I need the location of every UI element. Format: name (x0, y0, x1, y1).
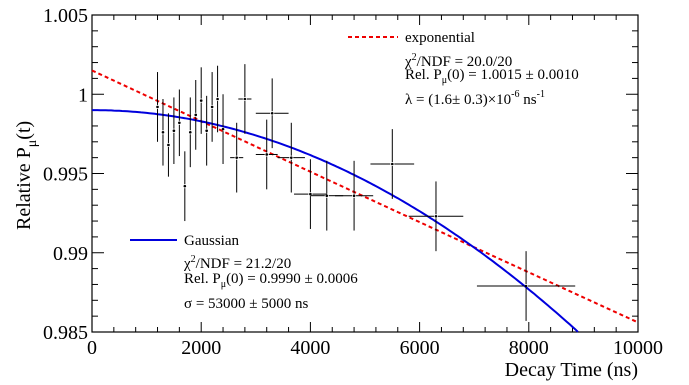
legend-exponential-chi2-sup: 2 (412, 52, 417, 63)
legend-gaussian-p0-tail: (0) = 0.9990 ± 0.0006 (226, 271, 358, 287)
legend-exponential-p0-tail: (0) = 1.0015 ± 0.0010 (447, 67, 579, 83)
legend-exponential-lambda-tail: ns (520, 92, 537, 108)
legend-gaussian-label: Gaussian (184, 233, 239, 249)
legend-gaussian-chi2-sup: 2 (191, 254, 196, 265)
y-tick-label: 0.985 (43, 322, 88, 344)
data-marker (216, 97, 219, 101)
data-marker (205, 129, 208, 133)
data-point (183, 151, 187, 222)
y-tick-label: 0.99 (53, 243, 88, 265)
data-marker (210, 105, 214, 109)
data-point (194, 79, 198, 150)
x-tick-labels: 0 2000 4000 6000 8000 10000 (87, 337, 663, 359)
legend-exponential-lambda-sup: -6 (511, 89, 519, 100)
legend-exponential-label: exponential (405, 30, 475, 46)
legend-exponential: exponential χ2/NDF = 20.0/20 Rel. Pμ(0) … (348, 30, 579, 108)
data-marker (161, 130, 165, 134)
data-marker (434, 214, 438, 218)
legend-exponential-p0: Rel. Pμ(0) = 1.0015 ± 0.0010 (405, 67, 579, 86)
legend-exponential-chi2: χ2/NDF = 20.0/20 (404, 52, 512, 70)
legend-exponential-lambda: λ = (1.6± 0.3)×10-6 ns-1 (405, 89, 545, 108)
y-tick-label: 0.995 (43, 164, 88, 186)
data-point (178, 89, 181, 157)
legend-exponential-p0-main: Rel. P (405, 67, 442, 83)
fit-curves (91, 69, 639, 333)
data-marker (325, 194, 329, 197)
legend-gaussian-sigma: σ = 53000 ± 5000 ns (184, 296, 309, 312)
x-tick-label: 6000 (400, 337, 440, 359)
data-marker (194, 113, 198, 117)
data-point (199, 67, 203, 134)
x-tick-label: 10000 (613, 337, 663, 359)
data-marker (199, 99, 203, 102)
legend-gaussian-chi2-main: χ (183, 256, 191, 272)
legend-gaussian-p0-main: Rel. P (184, 271, 221, 287)
fit-curve-exponential (91, 69, 639, 324)
data-point (476, 251, 576, 321)
data-marker (352, 194, 356, 197)
y-axis-title-tail: (t) (13, 121, 35, 140)
data-marker (183, 184, 187, 188)
y-tick-labels: 0.985 0.99 0.995 1 1.005 (43, 5, 88, 344)
data-point (167, 113, 170, 177)
data-point (210, 72, 214, 142)
y-axis-title-sub: μ (25, 140, 40, 148)
data-point (172, 97, 176, 164)
legend-exponential-chi2-main: χ (404, 54, 412, 70)
legend-gaussian-p0: Rel. Pμ(0) = 0.9990 ± 0.0006 (184, 271, 358, 290)
x-tick-label: 2000 (181, 337, 221, 359)
fit-curve-gaussian (92, 109, 579, 333)
data-marker (524, 284, 528, 288)
x-tick-label: 0 (87, 337, 97, 359)
data-point (156, 72, 159, 142)
data-marker (235, 156, 238, 159)
x-axis-title: Decay Time (ns) (505, 359, 638, 381)
data-point (255, 78, 289, 149)
data-point (408, 181, 464, 252)
y-tick-label: 1.005 (43, 5, 88, 27)
data-point (255, 119, 278, 190)
y-axis-title-main: Relative P (13, 147, 35, 230)
legend-gaussian-chi2: χ2/NDF = 21.2/20 (183, 254, 291, 272)
data-point (334, 160, 374, 231)
legend-exponential-lambda-main: λ = (1.6± 0.3)×10 (405, 92, 511, 108)
data-point (205, 95, 208, 166)
data-marker (289, 156, 293, 159)
data-marker (167, 143, 170, 147)
data-points (156, 64, 576, 321)
data-marker (270, 111, 274, 115)
data-marker (309, 192, 312, 196)
data-point (188, 97, 192, 168)
data-point (230, 122, 244, 193)
y-axis-title: Relative Pμ(t) (13, 121, 40, 230)
data-point (294, 159, 327, 229)
legend-exponential-p0-sub: μ (442, 75, 447, 86)
data-point (216, 65, 219, 133)
data-marker (243, 97, 247, 101)
data-marker (188, 130, 192, 134)
data-point (238, 64, 252, 134)
data-point (277, 122, 305, 193)
legend-exponential-chi2-tail: /NDF = 20.0/20 (417, 54, 513, 70)
legend-gaussian-p0-sub: μ (221, 279, 226, 290)
axis-ticks (91, 14, 639, 333)
data-point (370, 129, 415, 199)
legend-gaussian-chi2-tail: /NDF = 21.2/20 (196, 256, 292, 272)
data-marker (391, 162, 394, 166)
data-marker (221, 127, 225, 131)
legend-exponential-lambda-unit-sup: -1 (537, 89, 545, 100)
data-marker (172, 129, 176, 133)
data-marker (156, 105, 159, 109)
x-tick-label: 4000 (290, 337, 330, 359)
data-point (221, 94, 225, 164)
y-tick-label: 1 (78, 84, 88, 106)
data-point (161, 99, 165, 166)
data-marker (265, 153, 269, 156)
data-marker (178, 121, 181, 125)
x-tick-label: 8000 (509, 337, 549, 359)
legend-gaussian: Gaussian χ2/NDF = 21.2/20 Rel. Pμ(0) = 0… (130, 233, 358, 312)
